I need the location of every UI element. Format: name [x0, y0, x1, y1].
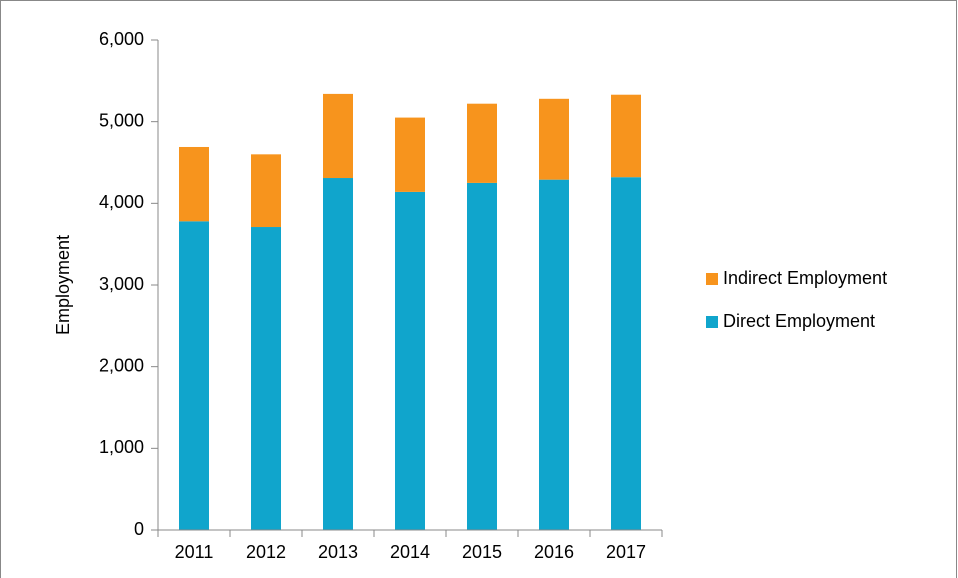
y-tick-label: 0	[134, 519, 144, 539]
bar-segment	[539, 98, 569, 180]
x-tick-label: 2011	[175, 542, 214, 562]
bar-segment	[539, 179, 569, 530]
y-tick-label: 5,000	[99, 110, 144, 130]
legend-label: Direct Employment	[723, 311, 875, 331]
y-axis-label: Employment	[53, 235, 73, 335]
bar-segment	[395, 191, 425, 530]
bar-segment	[179, 146, 209, 222]
x-tick-label: 2017	[606, 542, 646, 562]
y-tick-label: 1,000	[99, 437, 144, 457]
x-tick-label: 2015	[462, 542, 502, 562]
bar-segment	[467, 103, 497, 183]
y-tick-label: 2,000	[99, 355, 144, 375]
bar-segment	[251, 227, 281, 530]
y-tick-label: 3,000	[99, 274, 144, 294]
x-tick-label: 2013	[318, 542, 358, 562]
bar-segment	[323, 93, 353, 179]
y-tick-label: 6,000	[99, 29, 144, 49]
bar-segment	[611, 94, 641, 178]
legend-swatch	[706, 273, 718, 285]
bar-segment	[251, 154, 281, 228]
legend-swatch	[706, 316, 718, 328]
bar-segment	[611, 177, 641, 530]
bar-segment	[179, 221, 209, 531]
bar-segment	[323, 178, 353, 530]
x-tick-label: 2012	[246, 542, 286, 562]
bar-segment	[395, 117, 425, 192]
bar-segment	[467, 182, 497, 530]
x-tick-label: 2016	[534, 542, 574, 562]
legend-label: Indirect Employment	[723, 268, 887, 288]
y-tick-label: 4,000	[99, 192, 144, 212]
x-tick-label: 2014	[390, 542, 430, 562]
